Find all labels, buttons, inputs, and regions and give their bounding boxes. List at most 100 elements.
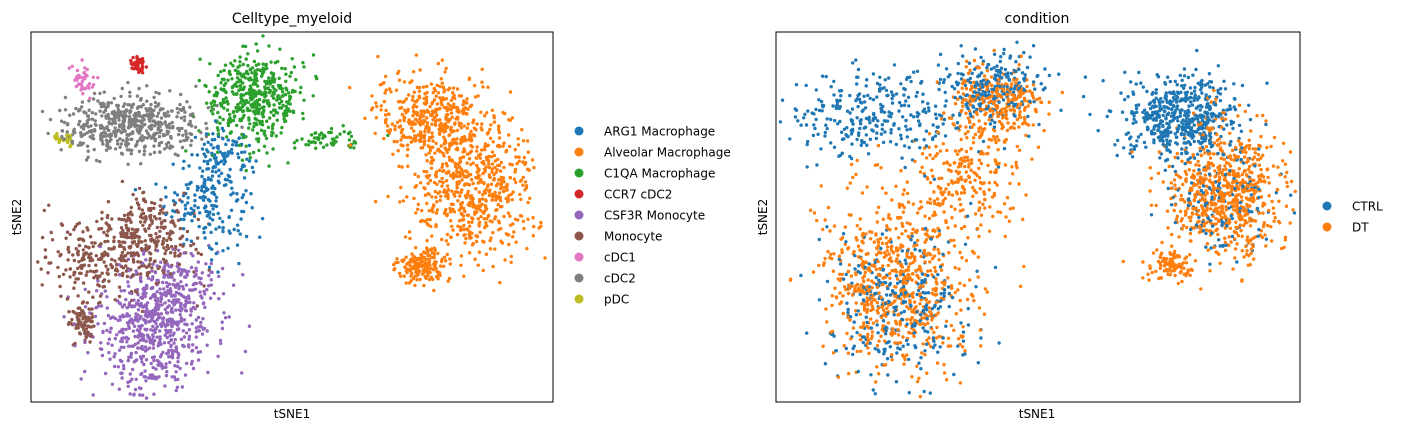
scatter-point [409,274,413,278]
scatter-point [439,194,443,198]
scatter-point [238,232,242,236]
scatter-point [210,151,214,155]
scatter-point [81,281,86,285]
scatter-point [428,217,432,222]
scatter-point [213,137,217,142]
scatter-point [209,143,213,147]
scatter-point [149,102,153,107]
scatter-point [423,139,427,143]
scatter-point [1003,234,1007,239]
scatter-point [894,305,898,309]
scatter-point [180,234,185,238]
scatter-point [493,159,497,163]
legend-item: ARG1 Macrophage [574,125,715,139]
scatter-point [122,345,126,349]
scatter-point [142,118,146,122]
scatter-point [119,234,124,238]
scatter-point [1283,175,1287,179]
scatter-point [499,186,503,191]
scatter-point [241,44,245,48]
scatter-point [128,392,132,396]
scatter-point [894,142,898,147]
scatter-point [180,307,184,311]
scatter-point [480,197,485,201]
scatter-point [895,277,900,281]
scatter-point [458,194,462,198]
scatter-point [70,139,75,144]
scatter-point [969,168,973,172]
scatter-point [915,90,919,95]
scatter-point [149,278,154,282]
scatter-point [890,358,894,362]
scatter-point [186,136,190,140]
scatter-point [915,69,920,74]
scatter-point [905,317,909,322]
scatter-point [222,156,227,160]
scatter-point [145,136,150,140]
scatter-point [425,269,430,274]
scatter-point [237,143,242,147]
scatter-point [464,236,468,241]
scatter-point [124,335,129,340]
scatter-point [141,138,145,142]
scatter-point [415,85,420,90]
scatter-point [841,294,845,298]
scatter-point [221,226,225,230]
legend-label: C1QA Macrophage [604,167,715,181]
scatter-point [426,248,430,252]
scatter-point [147,336,151,340]
scatter-point [488,136,493,140]
scatter-point [436,91,441,95]
legend-label: cDC1 [604,251,636,265]
scatter-point [166,130,171,134]
scatter-point [997,138,1001,142]
scatter-point [125,306,129,310]
scatter-point [94,263,98,267]
scatter-point [307,143,311,147]
scatter-point [469,103,474,107]
scatter-point [175,320,180,324]
scatter-point [184,296,188,300]
legend-label: Monocyte [604,230,662,244]
scatter-point [150,219,154,223]
scatter-point [179,92,183,97]
scatter-point [875,124,879,128]
scatter-point [445,252,449,257]
scatter-point [206,177,211,181]
scatter-point [106,272,110,276]
scatter-point [131,241,135,245]
scatter-point [178,236,182,241]
scatter-point [459,190,463,195]
scatter-point [409,126,414,130]
scatter-point [116,142,120,146]
scatter-point [413,185,417,189]
scatter-point [60,134,64,139]
scatter-point [121,336,125,340]
scatter-point [880,232,885,236]
scatter-point [443,70,447,74]
scatter-point [144,65,148,69]
scatter-point [188,313,193,317]
scatter-point [454,140,458,145]
scatter-point [455,87,460,91]
scatter-point [237,155,241,160]
scatter-point [412,196,416,201]
scatter-point [74,106,78,111]
scatter-point [347,138,352,142]
scatter-point [431,145,435,149]
scatter-point [206,106,210,110]
scatter-point [96,301,101,305]
scatter-point [164,259,168,263]
scatter-point [222,311,226,315]
scatter-point [199,320,203,325]
scatter-point [456,199,460,203]
scatter-point [211,132,215,136]
scatter-point [971,194,975,198]
scatter-point [159,299,163,304]
scatter-point [388,129,392,133]
scatter-point [173,191,177,195]
scatter-point [352,139,356,144]
scatter-point [280,66,284,71]
scatter-point [433,123,438,127]
